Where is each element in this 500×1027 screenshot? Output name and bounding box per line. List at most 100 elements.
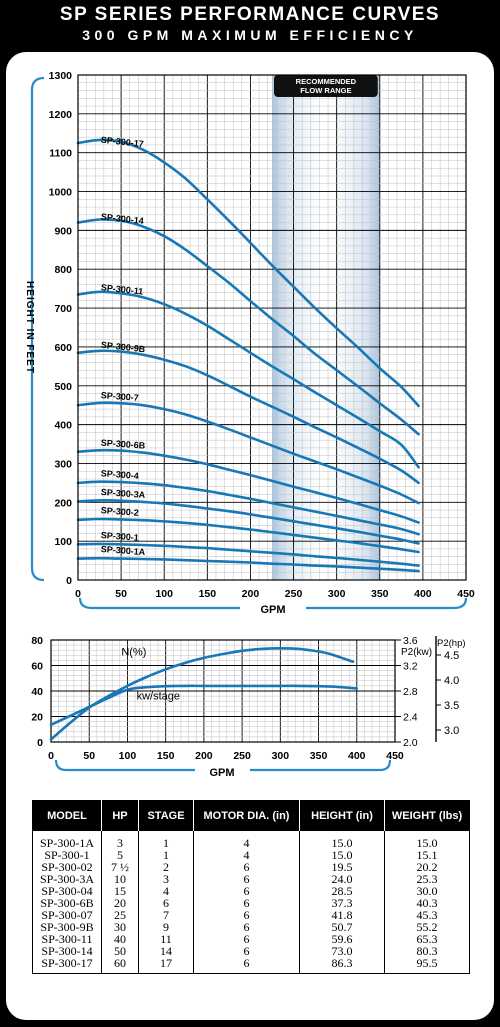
table-row: SP-300-07 25 7 6 41.8 45.3 — [32, 909, 470, 921]
cell-model: SP-300-6B — [32, 897, 102, 909]
cell-hp: 20 — [101, 897, 139, 909]
cell-motor-dia: 6 — [193, 861, 300, 873]
x-tick-label: 400 — [414, 588, 432, 600]
table-row: SP-300-9B 30 9 6 50.7 55.2 — [32, 920, 470, 934]
cell-model: SP-300-14 — [32, 945, 102, 957]
table-row: SP-300-14 50 14 6 73.0 80.3 — [32, 944, 470, 958]
series-label: SP-300-1 — [100, 530, 139, 543]
curve-sp-300-9b — [76, 349, 420, 485]
cell-height: 86.3 — [299, 957, 385, 974]
curve-sp-300-4 — [76, 480, 420, 536]
x-tick-label: 150 — [199, 588, 217, 600]
series-label: SP-300-4 — [100, 468, 139, 481]
cell-hp: 15 — [101, 885, 139, 897]
x-tick-label: 350 — [310, 750, 328, 762]
hp-tick-label: 3.0 — [444, 725, 459, 737]
band-label-line1: RECOMMENDED — [296, 77, 357, 86]
cell-hp: 40 — [101, 933, 139, 945]
curve-sp-300-2 — [76, 517, 420, 554]
cell-height: 50.7 — [299, 921, 385, 933]
series-label: SP-300-2 — [100, 505, 139, 518]
series-label: SP-300-3A — [100, 487, 146, 500]
cell-height: 19.5 — [299, 861, 385, 873]
x-tick-label: 450 — [386, 750, 404, 762]
series-label: SP-300-1A — [100, 544, 146, 557]
x-tick-label: 400 — [348, 750, 366, 762]
cell-hp: 50 — [101, 945, 139, 957]
band-label-box — [274, 75, 378, 97]
table-row: SP-300-04 15 4 6 28.5 30.0 — [32, 884, 470, 898]
cell-hp: 10 — [101, 873, 139, 885]
curve-kw-stage — [49, 684, 359, 727]
series-label: SP-300-17 — [100, 135, 144, 149]
x-tick-label: 200 — [242, 588, 260, 600]
y-tick-label: 40 — [31, 686, 43, 698]
x-axis-label: GPM — [260, 604, 285, 616]
curve-sp-300-14 — [76, 218, 420, 436]
cell-stage: 9 — [138, 921, 194, 933]
cell-hp: 60 — [101, 957, 139, 974]
band-label-line2: FLOW RANGE — [300, 86, 351, 95]
x-tick-label: 50 — [115, 588, 127, 600]
cell-stage: 6 — [138, 897, 194, 909]
cell-model: SP-300-04 — [32, 885, 102, 897]
series-label: N(%) — [121, 646, 146, 658]
x-axis-bracket-left — [54, 759, 195, 772]
page-subtitle: 300 GPM MAXIMUM EFFICIENCY — [82, 27, 418, 43]
cell-height: 59.6 — [299, 933, 385, 945]
cell-stage: 7 — [138, 909, 194, 921]
y-tick-label: 1100 — [49, 148, 72, 160]
col-header-motor-dia: MOTOR DIA. (in) — [193, 800, 300, 831]
curve-sp-300-17 — [76, 138, 420, 408]
y-tick-label: 400 — [54, 420, 72, 432]
curve-sp-300-11 — [76, 290, 420, 469]
cell-stage: 3 — [138, 873, 194, 885]
table-header-row: MODEL HP STAGE MOTOR DIA. (in) HEIGHT (i… — [32, 800, 470, 831]
y-tick-label: 200 — [54, 497, 72, 509]
y-tick-label: 600 — [54, 342, 72, 354]
x-tick-label: 250 — [233, 750, 251, 762]
x-axis-bracket-right — [306, 597, 468, 610]
x-tick-label: 150 — [157, 750, 175, 762]
grid — [77, 74, 467, 581]
cell-model: SP-300-3A — [32, 873, 102, 885]
cell-stage: 17 — [138, 957, 194, 974]
cell-height: 37.3 — [299, 897, 385, 909]
hp-tick-label: 3.5 — [444, 700, 459, 712]
cell-weight: 95.5 — [416, 956, 438, 970]
kw-tick-label: 3.2 — [403, 661, 418, 673]
cell-weight: 40.3 — [416, 896, 438, 910]
cell-weight: 30.0 — [416, 884, 438, 898]
series-label: kw/stage — [137, 690, 180, 702]
cell-model: SP-300-1 — [32, 849, 102, 861]
x-axis-label: GPM — [209, 767, 234, 779]
y-tick-label: 20 — [31, 712, 43, 724]
y-tick-label: 80 — [31, 635, 43, 647]
cell-model: SP-300-1A — [32, 831, 102, 849]
cell-stage: 2 — [138, 861, 194, 873]
cell-weight: 55.2 — [416, 920, 438, 934]
cell-height: 24.0 — [299, 873, 385, 885]
cell-weight: 80.3 — [416, 944, 438, 958]
cell-height: 15.0 — [299, 831, 385, 849]
cell-weight: 65.3 — [416, 932, 438, 946]
series-label: SP-300-11 — [100, 282, 143, 296]
cell-motor-dia: 6 — [193, 957, 300, 974]
x-tick-label: 350 — [371, 588, 389, 600]
cell-motor-dia: 6 — [193, 921, 300, 933]
cell-motor-dia: 6 — [193, 885, 300, 897]
cell-hp: 3 — [101, 831, 139, 849]
cell-stage: 1 — [138, 849, 194, 861]
cell-height: 28.5 — [299, 885, 385, 897]
cell-motor-dia: 6 — [193, 897, 300, 909]
y-axis-label: HEIGHT IN FEET — [24, 281, 35, 374]
y-tick-label: 1300 — [49, 70, 73, 82]
cell-weight: 15.0 — [416, 836, 438, 850]
cell-motor-dia: 6 — [193, 873, 300, 885]
kw-tick-label: 3.6 — [403, 635, 418, 647]
table-row: SP-300-17 60 17 6 86.3 95.5 — [32, 956, 470, 974]
kw-tick-label: 2.0 — [403, 737, 418, 749]
x-tick-label: 250 — [285, 588, 303, 600]
cell-hp: 25 — [101, 909, 139, 921]
table-row: SP-300-02 7 ½ 2 6 19.5 20.2 — [32, 861, 470, 873]
